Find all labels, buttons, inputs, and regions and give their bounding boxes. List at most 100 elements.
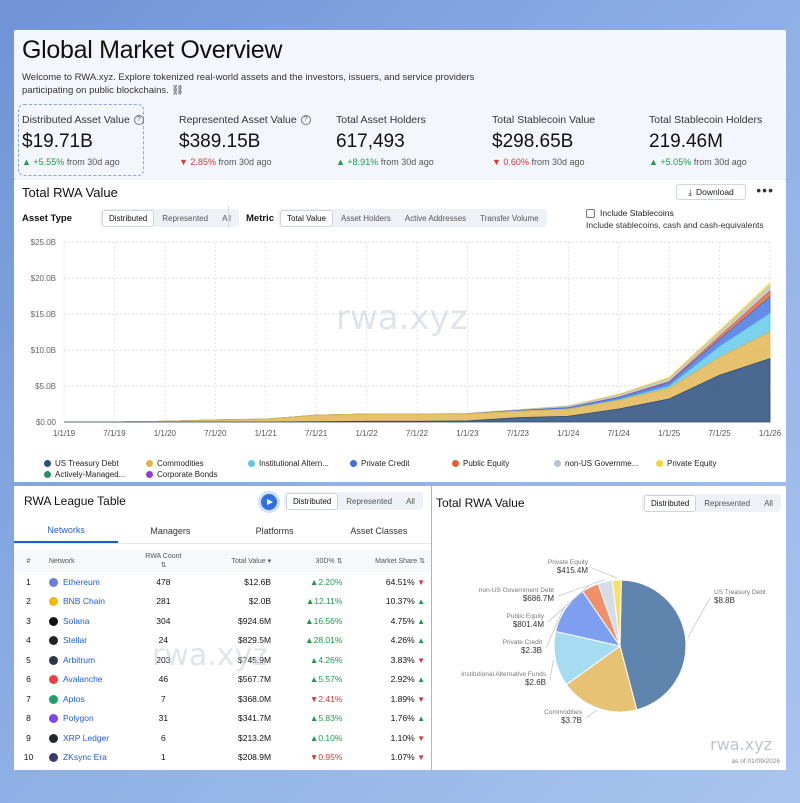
- include-stablecoins-checkbox[interactable]: [586, 208, 595, 218]
- network-name[interactable]: Polygon: [62, 713, 94, 724]
- stat-change-suffix: from 30d ago: [218, 157, 272, 167]
- table-row[interactable]: 10 ZKsync Era 1 $208.9M ▼0.95% 1.07% ▼: [14, 748, 431, 768]
- network-cell[interactable]: Aptos: [43, 689, 139, 709]
- network-cell[interactable]: Ethereum: [43, 572, 139, 592]
- info-icon[interactable]: ?: [300, 115, 311, 125]
- col-market-share[interactable]: Market Share ⇅: [348, 550, 431, 572]
- area-series-us-treasury-debt[interactable]: [64, 358, 771, 423]
- league-segment-option[interactable]: All: [406, 496, 415, 506]
- network-name[interactable]: Arbitrum: [62, 654, 96, 665]
- info-icon[interactable]: ?: [133, 115, 144, 125]
- stat-change-value: ▲ +5.05%: [649, 157, 692, 167]
- metric-option[interactable]: Asset Holders: [341, 213, 391, 223]
- network-name[interactable]: Avalanche: [62, 674, 103, 685]
- pie-leader-line: [545, 607, 565, 649]
- legend-item[interactable]: Private Equity: [656, 459, 758, 468]
- network-cell[interactable]: Stellar: [43, 631, 139, 651]
- stat-change: ▼ 0.60% from 30d ago: [492, 157, 642, 167]
- network-name[interactable]: Solana: [62, 615, 90, 626]
- value-cell: $213.2M: [238, 732, 272, 743]
- table-row[interactable]: 6 Avalanche 46 $567.7M ▲5.57% 2.92% ▲: [14, 670, 431, 690]
- col-rank[interactable]: #: [14, 550, 43, 572]
- legend-item[interactable]: Corporate Bonds: [146, 470, 248, 479]
- pie-slice-institutional-alternative-funds[interactable]: [553, 630, 622, 686]
- legend-item[interactable]: Institutional Altern...: [248, 459, 350, 468]
- pie-slice-commodities[interactable]: [565, 645, 638, 713]
- x-tick-label: 1/1/21: [255, 429, 278, 438]
- table-row[interactable]: 3 Solana 304 $924.6M ▲16.56% 4.75% ▲: [14, 611, 431, 631]
- network-cell[interactable]: Avalanche: [43, 670, 139, 690]
- pie-slice-private-equity[interactable]: [611, 579, 622, 647]
- value-cell: $2.0B: [248, 596, 272, 607]
- share-value: 4.26%: [390, 635, 415, 646]
- col-network[interactable]: Network: [42, 550, 139, 572]
- include-stablecoins-option[interactable]: Include Stablecoins Include stablecoins,…: [586, 208, 764, 230]
- network-cell[interactable]: BNB Chain: [43, 592, 139, 612]
- table-row[interactable]: 1 Ethereum 478 $12.6B ▲2.20% 64.51% ▼: [14, 572, 431, 592]
- metric-option[interactable]: Transfer Volume: [480, 213, 539, 223]
- tab-asset-classes[interactable]: Asset Classes: [350, 525, 408, 536]
- legend-item[interactable]: Private Credit: [350, 459, 452, 468]
- change-arrow: ▼: [309, 693, 319, 704]
- legend-item[interactable]: Public Equity: [452, 459, 554, 468]
- table-row[interactable]: 9 XRP Ledger 6 $213.2M ▲0.10% 1.10% ▼: [14, 728, 431, 748]
- col-market-share-label: Market Share: [375, 557, 418, 565]
- legend-item[interactable]: non-US Governme...: [554, 459, 656, 468]
- network-cell[interactable]: ZKsync Era: [43, 748, 139, 768]
- col-total-value[interactable]: Total Value ▾: [187, 550, 278, 572]
- asset-type-option[interactable]: All: [222, 213, 231, 223]
- metric-option[interactable]: Total Value: [280, 209, 333, 227]
- network-cell[interactable]: Solana: [43, 611, 139, 631]
- share-value: 1.89%: [390, 693, 415, 704]
- pie-segment-option[interactable]: Distributed: [644, 494, 697, 512]
- stat-change-value: ▲ +5.55%: [22, 157, 65, 167]
- tab-managers[interactable]: Managers: [150, 525, 191, 536]
- asset-type-segment: Distributed Represented All: [100, 209, 239, 227]
- legend-label: Institutional Altern...: [259, 459, 329, 468]
- pie-label-name: Commodities: [544, 709, 583, 716]
- table-row[interactable]: 7 Aptos 7 $368.0M ▼2.41% 1.89% ▼: [14, 689, 431, 709]
- league-segment-option[interactable]: Distributed: [286, 492, 339, 510]
- legend-item[interactable]: US Treasury Debt: [44, 459, 146, 468]
- link-icon[interactable]: ⛓: [171, 85, 184, 96]
- network-name[interactable]: Stellar: [62, 635, 88, 646]
- network-name[interactable]: ZKsync Era: [62, 752, 107, 763]
- pie-segment-option[interactable]: All: [764, 498, 773, 508]
- table-row[interactable]: 4 Stellar 24 $829.5M ▲28.01% 4.26% ▲: [14, 631, 431, 651]
- stat-change: ▲ +8.91% from 30d ago: [336, 157, 486, 167]
- asset-type-option[interactable]: Represented: [162, 213, 209, 223]
- metric-option[interactable]: Active Addresses: [404, 213, 467, 223]
- more-options-button[interactable]: •••: [756, 182, 774, 198]
- legend-item[interactable]: Actively-Managed...: [44, 470, 146, 479]
- pie-segment-option[interactable]: Represented: [704, 498, 751, 508]
- change-arrow: ▲: [309, 732, 319, 743]
- change-value: 5.57%: [318, 674, 343, 685]
- league-segment-option[interactable]: Represented: [346, 496, 393, 506]
- x-tick-label: 7/1/24: [608, 429, 631, 438]
- network-name[interactable]: Aptos: [62, 693, 85, 704]
- tab-platforms[interactable]: Platforms: [255, 525, 294, 536]
- stat-label: Represented Asset Value?: [179, 114, 329, 126]
- download-button[interactable]: ⤓ Download: [676, 184, 746, 200]
- network-cell[interactable]: Polygon: [43, 709, 139, 729]
- network-name[interactable]: Ethereum: [62, 576, 100, 587]
- col-30d[interactable]: 30D% ⇅: [277, 550, 349, 572]
- stat-change-value: ▼ 0.60%: [492, 157, 529, 167]
- stat-change: ▼ 2.85% from 30d ago: [179, 157, 329, 167]
- network-cell[interactable]: XRP Ledger: [43, 728, 139, 748]
- play-button[interactable]: [261, 494, 277, 510]
- tab-networks[interactable]: Networks: [14, 518, 119, 543]
- pie-slice-us-treasury-debt[interactable]: [619, 579, 687, 711]
- asset-type-option[interactable]: Distributed: [102, 209, 155, 227]
- network-name[interactable]: XRP Ledger: [62, 732, 110, 743]
- asset-type-label: Asset Type: [22, 213, 72, 224]
- rank-cell: 9: [26, 732, 31, 743]
- rank-cell: 8: [26, 713, 31, 724]
- col-rwa-count[interactable]: RWA Count ⇅: [138, 550, 188, 572]
- network-cell[interactable]: Arbitrum: [43, 650, 139, 670]
- legend-item[interactable]: Commodities: [146, 459, 248, 468]
- table-row[interactable]: 5 Arbitrum 203 $745.9M ▲4.26% 3.83% ▼: [14, 650, 431, 670]
- table-row[interactable]: 2 BNB Chain 281 $2.0B ▲12.11% 10.37% ▲: [14, 592, 431, 612]
- network-name[interactable]: BNB Chain: [62, 596, 106, 607]
- table-row[interactable]: 8 Polygon 31 $341.7M ▲5.83% 1.76% ▲: [14, 709, 431, 729]
